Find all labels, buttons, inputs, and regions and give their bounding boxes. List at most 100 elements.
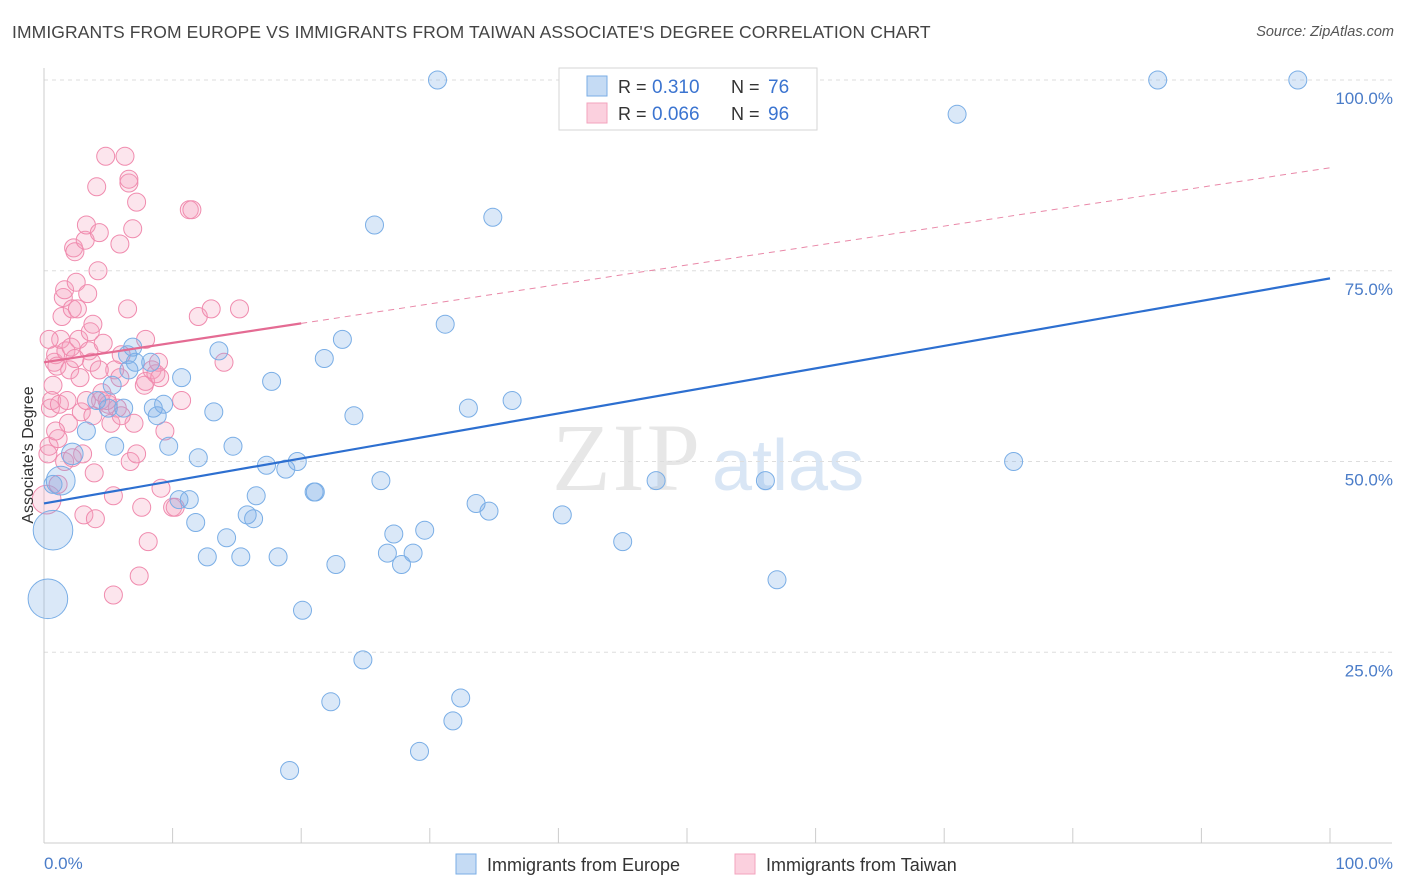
legend-taiwan-n-label: N = <box>731 104 760 124</box>
europe-point-4 <box>76 421 96 441</box>
europe-point-49 <box>371 471 391 491</box>
x-tick-label-1: 100.0% <box>1335 854 1393 873</box>
europe-point-52 <box>392 555 411 574</box>
europe-point-14 <box>141 352 161 372</box>
europe-point-3 <box>61 442 84 466</box>
europe-point-23 <box>188 448 208 468</box>
taiwan-point-14 <box>55 280 75 300</box>
taiwan-point-1 <box>38 444 58 464</box>
europe-point-9 <box>114 398 134 418</box>
watermark-atlas: atlas <box>712 426 864 506</box>
europe-point-44 <box>326 555 346 574</box>
legend-europe-r-label: R = <box>618 77 647 97</box>
taiwan-point-89 <box>230 299 249 319</box>
europe-point-19 <box>169 490 189 510</box>
europe-point-71 <box>947 104 967 124</box>
taiwan-point-34 <box>80 322 100 342</box>
europe-point-51 <box>384 524 404 544</box>
legend-europe-r-value: 0.310 <box>652 77 700 98</box>
taiwan-point-55 <box>120 452 140 471</box>
europe-point-6 <box>98 398 118 418</box>
taiwan-point-93 <box>48 474 68 494</box>
bottom-legend-swatch-taiwan <box>734 853 756 875</box>
europe-point-16 <box>147 406 167 426</box>
europe-point-5 <box>87 391 107 410</box>
axes: 25.0% 50.0% 75.0% 100.0% 0.0% 100.0% <box>43 68 1393 873</box>
legend-swatch-europe <box>586 75 608 97</box>
taiwan-point-77 <box>46 421 66 441</box>
taiwan-point-37 <box>84 463 104 483</box>
taiwan-point-24 <box>67 299 87 319</box>
europe-point-58 <box>443 711 463 731</box>
legend-europe-n-value: 76 <box>768 77 789 98</box>
europe-point-13 <box>125 352 145 372</box>
taiwan-point-51 <box>110 234 130 254</box>
europe-point-70 <box>767 570 787 590</box>
x-tick-label-0: 0.0% <box>44 854 83 873</box>
europe-point-27 <box>217 528 237 548</box>
europe-point-74 <box>1288 70 1308 90</box>
source-credit: Source: ZipAtlas.com <box>1256 24 1394 40</box>
europe-point-45 <box>332 329 352 349</box>
europe-point-69 <box>755 471 775 491</box>
europe-point-1 <box>32 509 74 551</box>
europe-point-54 <box>410 741 429 761</box>
bottom-legend: Immigrants from Europe Immigrants from T… <box>455 853 957 875</box>
europe-trend-line <box>43 277 1331 505</box>
europe-point-24 <box>197 547 217 567</box>
taiwan-point-29 <box>74 505 94 525</box>
taiwan-point-92 <box>83 314 103 334</box>
europe-point-17 <box>154 394 174 414</box>
taiwan-point-85 <box>127 192 147 212</box>
europe-point-63 <box>483 207 503 227</box>
taiwan-point-94 <box>119 169 139 189</box>
taiwan-point-62 <box>136 371 156 391</box>
europe-point-18 <box>159 436 179 456</box>
europe-point-53 <box>403 543 423 563</box>
taiwan-point-75 <box>214 352 234 372</box>
y-tick-label-1: 50.0% <box>1345 471 1393 490</box>
taiwan-point-41 <box>89 223 109 243</box>
europe-point-62 <box>479 501 499 521</box>
europe-point-38 <box>287 452 307 471</box>
europe-point-7 <box>102 375 122 395</box>
taiwan-point-19 <box>61 337 81 357</box>
taiwan-point-59 <box>129 566 149 586</box>
europe-point-47 <box>353 650 373 670</box>
europe-point-60 <box>458 398 478 418</box>
europe-point-64 <box>502 391 522 410</box>
taiwan-point-16 <box>57 391 77 410</box>
europe-point-31 <box>244 509 264 529</box>
europe-point-72 <box>1004 452 1024 471</box>
taiwan-point-40 <box>88 261 108 281</box>
europe-point-37 <box>280 761 300 780</box>
taiwan-point-48 <box>103 585 123 605</box>
legend-taiwan-r-label: R = <box>618 104 647 124</box>
taiwan-point-12 <box>52 307 72 326</box>
taiwan-point-81 <box>97 391 117 410</box>
europe-point-34 <box>262 371 282 391</box>
grid <box>44 79 1392 653</box>
europe-point-56 <box>428 70 447 90</box>
taiwan-point-95 <box>89 360 109 380</box>
taiwan-point-91 <box>62 448 82 468</box>
europe-point-28 <box>223 436 243 456</box>
y-axis-label: Associate's Degree <box>20 386 37 523</box>
taiwan-point-64 <box>142 360 162 380</box>
taiwan-point-20 <box>62 299 82 319</box>
taiwan-point-32 <box>78 284 98 304</box>
taiwan-point-66 <box>149 352 168 372</box>
europe-point-20 <box>172 368 192 388</box>
taiwan-point-58 <box>127 444 147 464</box>
europe-point-73 <box>1148 70 1168 90</box>
legend-taiwan-n-value: 96 <box>768 104 789 125</box>
trend-lines <box>43 167 1331 505</box>
taiwan-point-65 <box>146 364 166 384</box>
taiwan-point-5 <box>43 375 63 395</box>
europe-point-29 <box>231 547 251 567</box>
legend-europe-n-label: N = <box>731 77 760 97</box>
taiwan-point-27 <box>71 402 91 422</box>
stats-legend: R = 0.310 N = 76 R = 0.066 N = 96 <box>558 67 818 131</box>
europe-point-75 <box>43 474 63 494</box>
